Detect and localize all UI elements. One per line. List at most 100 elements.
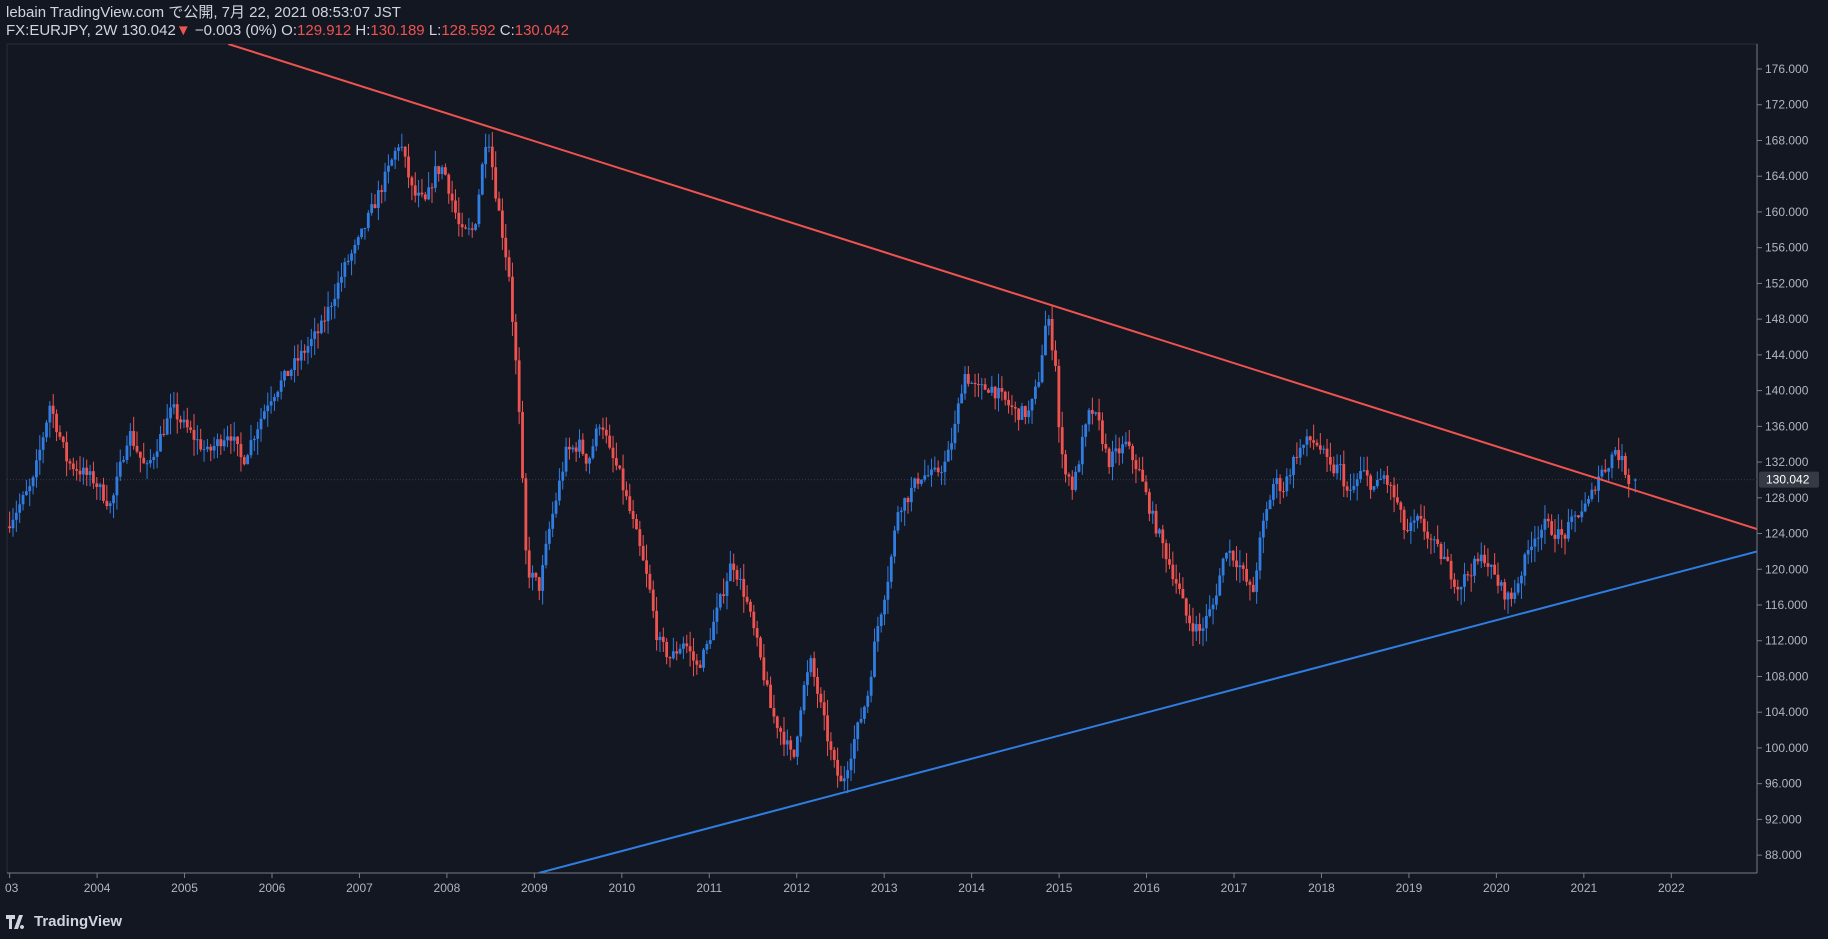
candle-up	[1080, 436, 1084, 465]
candle-up	[1566, 521, 1570, 539]
candle-down	[735, 570, 739, 580]
candle-down	[61, 436, 65, 443]
candle-down	[1141, 469, 1145, 482]
candle-up	[940, 472, 943, 474]
last-price-badge	[1759, 471, 1819, 488]
candle-down	[625, 490, 628, 497]
candle-up	[306, 346, 310, 353]
candle-up	[1027, 410, 1031, 418]
candle-up	[249, 440, 253, 456]
candle-down	[1117, 448, 1121, 454]
candle-up	[970, 382, 974, 384]
price-tick-label: 100.000	[1765, 741, 1809, 755]
candle-down	[1295, 456, 1299, 458]
price-tick-label: 104.000	[1765, 705, 1809, 719]
candle-down	[189, 427, 193, 430]
candle-up	[222, 440, 226, 447]
candle-down	[1603, 469, 1607, 472]
open-value: 129.912	[297, 22, 352, 39]
candle-up	[333, 298, 337, 306]
candle-up	[1238, 565, 1242, 568]
candle-down	[1050, 318, 1054, 351]
candle-down	[1369, 475, 1373, 490]
candle-down	[1067, 474, 1071, 477]
symbol-interval[interactable]: FX:EURJPY, 2W	[6, 22, 118, 39]
candle-down	[1010, 405, 1014, 408]
candle-down	[1483, 554, 1486, 564]
candle-up	[24, 491, 28, 496]
candle-up	[360, 228, 364, 238]
price-tick-label: 92.000	[1765, 812, 1802, 826]
support-trendline[interactable]	[538, 550, 1757, 873]
candle-up	[1543, 518, 1547, 530]
candle-up	[259, 418, 263, 430]
time-tick-label: 2020	[1483, 881, 1510, 895]
candle-up	[899, 510, 903, 513]
price-axis[interactable]: 88.000 92.000 96.000 100.000 104.000 108.000 1…	[1757, 62, 1819, 862]
candle-up	[14, 512, 18, 520]
candle-down	[494, 167, 498, 199]
tradingview-logo[interactable]: TradingView	[6, 913, 122, 930]
candle-up	[909, 487, 913, 503]
candle-up	[1218, 575, 1222, 596]
candle-down	[192, 429, 196, 440]
candle-down	[454, 200, 457, 213]
low-label: L:	[428, 22, 442, 39]
candle-up	[122, 459, 125, 462]
candle-down	[1017, 408, 1021, 420]
candle-down	[1312, 440, 1316, 443]
price-tick-label: 124.000	[1765, 527, 1809, 541]
candle-down	[65, 442, 69, 462]
candle-down	[78, 470, 82, 475]
candle-down	[1446, 556, 1450, 561]
candle-down	[514, 321, 518, 361]
candle-down	[8, 526, 12, 529]
candle-up	[946, 449, 950, 462]
candle-down	[685, 643, 689, 647]
candle-down	[983, 384, 987, 390]
candle-up	[195, 439, 199, 441]
candle-up	[319, 320, 323, 334]
time-axis[interactable]: 03 2004 2005 2006 2007 2008 2009 2010 2011 2012 20…	[5, 873, 1685, 895]
candle-up	[38, 449, 42, 461]
candle-down	[688, 646, 692, 652]
candle-down	[1469, 575, 1473, 577]
candle-down	[601, 427, 605, 430]
candle-up	[293, 358, 296, 371]
last-price: 130.042	[121, 22, 176, 39]
candle-up	[477, 194, 481, 225]
candle-up	[950, 443, 953, 450]
candle-up	[1506, 592, 1510, 600]
price-tick-label: 132.000	[1765, 455, 1809, 469]
candle-up	[551, 513, 555, 529]
candle-up	[859, 718, 863, 723]
price-tick-label: 108.000	[1765, 669, 1809, 683]
candle-up	[88, 471, 92, 475]
candle-down	[1399, 502, 1403, 510]
time-tick-label: 2014	[958, 881, 985, 895]
candle-up	[330, 305, 333, 307]
candle-up	[427, 187, 431, 200]
candle-up	[963, 374, 967, 394]
time-tick-label: 2007	[346, 881, 373, 895]
candle-down	[792, 749, 796, 757]
time-tick-label: 2015	[1046, 881, 1073, 895]
candle-up	[705, 644, 709, 650]
candle-up	[712, 621, 715, 641]
price-tick-label: 96.000	[1765, 777, 1802, 791]
candle-down	[1231, 550, 1235, 561]
candle-up	[678, 648, 682, 654]
candle-down	[1251, 584, 1255, 592]
candle-up	[1412, 520, 1416, 523]
candle-up	[326, 306, 330, 322]
resistance-trendline[interactable]	[227, 44, 1757, 531]
candle-down	[1389, 484, 1393, 486]
candle-down	[236, 436, 239, 445]
candle-down	[1503, 582, 1507, 600]
candle-down	[1493, 564, 1497, 575]
candle-up	[658, 636, 662, 641]
candle-up	[1298, 447, 1302, 458]
candle-up	[1121, 444, 1124, 454]
candle-up	[1074, 471, 1078, 490]
